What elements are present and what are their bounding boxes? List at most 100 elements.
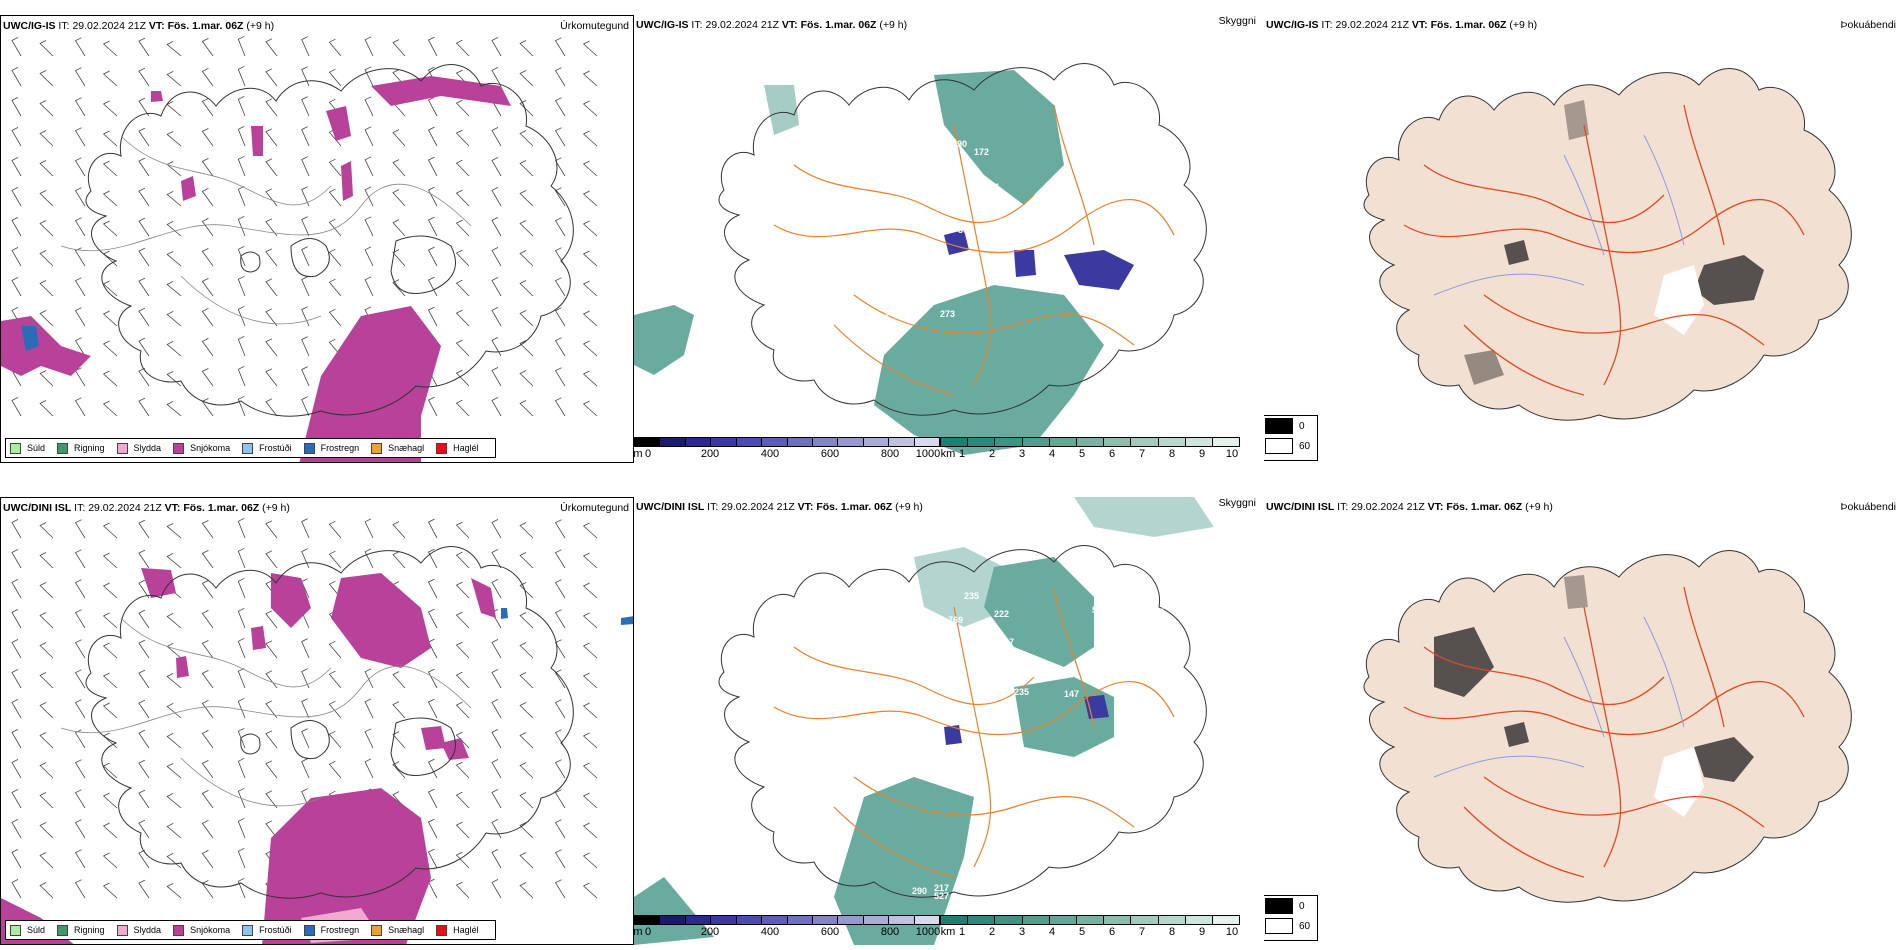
ceiling-value-label: 25 xyxy=(1154,607,1164,617)
legend-item: Snjókoma xyxy=(173,924,230,936)
legend-swatch xyxy=(371,442,383,454)
panel-title: UWC/IG-IS IT: 29.02.2024 21Z VT: Fös. 1.… xyxy=(3,20,275,32)
ceiling-colorbar: m 0 200 400 600 800 1000 xyxy=(634,915,940,938)
ceiling-value-label: 222 xyxy=(994,609,1009,619)
cloud-panel-top: 211 190 172 170 184 153 384 207 305 168 127 59 62 981… xyxy=(634,15,1264,463)
legend-swatch xyxy=(57,442,69,454)
panel-name: Úrkomutegund xyxy=(560,20,629,32)
visibility-colorbar: km 1 2 3 4 5 6 7 8 9 10 xyxy=(940,437,1240,460)
ceiling-value-label: 190 xyxy=(952,139,967,149)
cloud-map-top: 211 190 172 170 184 153 384 207 305 168 127 59 62 981… xyxy=(634,63,1207,455)
legend-swatch xyxy=(173,442,185,454)
legend-swatch xyxy=(436,924,448,936)
visibility-colorbar: km 1 2 3 4 5 6 7 8 9 10 xyxy=(940,915,1240,938)
panel-title: UWC/DINI ISL IT: 29.02.2024 21Z VT: Fös.… xyxy=(3,502,290,514)
precip-map-top xyxy=(1,35,598,462)
legend-item: Snæhagl xyxy=(371,442,424,454)
ceiling-value-label: 59 xyxy=(1094,119,1104,129)
cloud-panel-bottom: 156 235 769 222 141 617 104 52 300 237 336 235 147 29… xyxy=(634,497,1264,945)
ceiling-ramp xyxy=(634,437,940,447)
legend-swatch xyxy=(371,924,383,936)
legend-swatch xyxy=(303,924,315,936)
fog-legend: 0 60 xyxy=(1264,415,1318,461)
ceiling-value-label: 527 xyxy=(934,891,949,901)
fog-map-top xyxy=(1363,68,1852,421)
legend-item: Slydda xyxy=(116,924,161,936)
roads xyxy=(1403,586,1805,878)
ceiling-value-label: 52 xyxy=(1092,605,1102,615)
ceiling-value-label: 273 xyxy=(940,309,955,319)
precip-panel-top: UWC/IG-IS IT: 29.02.2024 21Z VT: Fös. 1.… xyxy=(0,15,634,463)
roads xyxy=(60,135,472,325)
panel-name: Úrkomutegund xyxy=(560,502,629,514)
ceiling-colorbar: m 0 200 400 600 800 1000 xyxy=(634,437,940,460)
legend-item: Rigning xyxy=(57,442,105,454)
precip-legend: Súld Rigning Slydda Snjókoma Frostúði Fr… xyxy=(5,920,496,940)
iceland-coast xyxy=(85,64,574,417)
iceland-coast xyxy=(718,63,1207,416)
ceiling-value-label: 184 xyxy=(984,182,999,192)
precip-map-bottom xyxy=(1,517,633,944)
iceland-coast xyxy=(718,545,1207,898)
glacier-outlines xyxy=(240,717,456,776)
legend-item: Súld xyxy=(10,924,45,936)
ceiling-value-label: 104 xyxy=(1092,587,1107,597)
legend-swatch xyxy=(116,442,128,454)
ceiling-value-label: 51 xyxy=(859,192,869,202)
ceiling-value-label: 156 xyxy=(902,589,917,599)
legend-item: Rigning xyxy=(57,924,105,936)
legend-swatch xyxy=(436,442,448,454)
fog-map-bottom xyxy=(1363,550,1852,903)
precip-panel-bottom: UWC/DINI ISL IT: 29.02.2024 21Z VT: Fös.… xyxy=(0,497,634,945)
legend-item: Súld xyxy=(10,442,45,454)
frostregn-areas xyxy=(21,326,39,351)
ceiling-value-label: 384 xyxy=(954,207,969,217)
ceiling-value-label: 981 xyxy=(659,272,674,282)
ceiling-value-label: 290 xyxy=(912,886,927,896)
legend-item: Slydda xyxy=(116,442,161,454)
legend-item: Frostúði xyxy=(242,924,292,936)
legend-swatch xyxy=(57,924,69,936)
ceiling-value-label: 62 xyxy=(1109,157,1119,167)
wind-barbs xyxy=(11,35,598,417)
ceiling-value-label: 168 xyxy=(1024,227,1039,237)
rivers xyxy=(1433,134,1685,296)
visibility-ramp xyxy=(940,915,1240,925)
ceiling-value-label: 237 xyxy=(916,672,931,682)
ceiling-value-label: 147 xyxy=(1064,689,1079,699)
ceiling-value-label: 235 xyxy=(964,591,979,601)
ceiling-value-label: 207 xyxy=(999,217,1014,227)
legend-item: Frostúði xyxy=(242,442,292,454)
legend-swatch xyxy=(10,924,21,936)
fog-panel-bottom: UWC/DINI ISL IT: 29.02.2024 21Z VT: Fös.… xyxy=(1264,497,1900,945)
ceiling-value-label: 172 xyxy=(974,147,989,157)
roads xyxy=(1403,104,1805,396)
legend-item: Haglél xyxy=(436,442,479,454)
panel-name: Skyggni xyxy=(1218,497,1256,509)
fog-dark-areas xyxy=(1434,575,1754,782)
ceiling-value-label: 170 xyxy=(909,159,924,169)
precip-legend: Súld Rigning Slydda Snjókoma Frostúði Fr… xyxy=(5,438,496,458)
legend-swatch xyxy=(173,924,185,936)
ceiling-value-label: 617 xyxy=(999,637,1014,647)
panel-name: Þokuábendi xyxy=(1840,19,1896,31)
panel-name: Þokuábendi xyxy=(1840,501,1896,513)
legend-swatch xyxy=(116,924,128,936)
fog-panel-top: UWC/IG-IS IT: 29.02.2024 21Z VT: Fös. 1.… xyxy=(1264,15,1900,463)
ceiling-labels: 211 190 172 170 184 153 384 207 305 168 127 59 62 981… xyxy=(659,117,1119,323)
glacier-outlines xyxy=(240,235,456,294)
ceiling-value-label: 127 xyxy=(1054,217,1069,227)
roads xyxy=(773,104,1175,396)
ceiling-ramp xyxy=(634,915,940,925)
roads xyxy=(60,617,472,807)
ceiling-value-label: 153 xyxy=(932,192,947,202)
legend-swatch xyxy=(242,924,254,936)
frostregn-areas xyxy=(501,608,633,625)
visibility-ramp xyxy=(940,437,1240,447)
ceiling-value-label: 336 xyxy=(974,687,989,697)
legend-item: Snjókoma xyxy=(173,442,230,454)
low-ceiling-areas xyxy=(944,230,1134,290)
ceiling-value-label: 235 xyxy=(1014,687,1029,697)
panel-title: UWC/IG-IS IT: 29.02.2024 21Z VT: Fös. 1.… xyxy=(1266,19,1538,31)
ceiling-value-label: 29 xyxy=(879,313,889,323)
